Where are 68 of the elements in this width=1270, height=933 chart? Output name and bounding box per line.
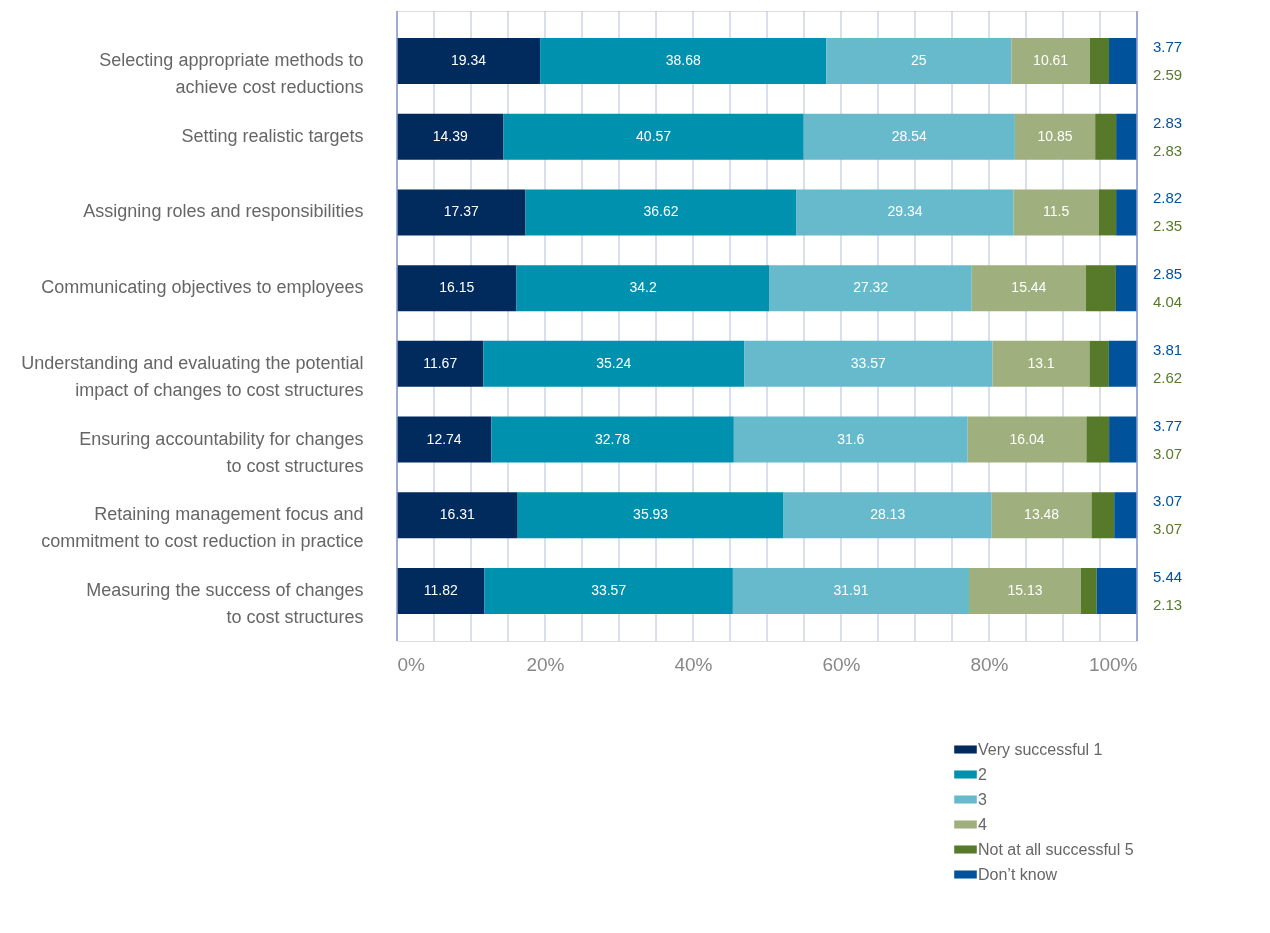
data-label: 38.68 <box>665 51 701 68</box>
y-tick-label: Communicating objectives to employees <box>41 277 364 298</box>
data-label: 10.61 <box>1033 51 1069 68</box>
data-label: 15.13 <box>1007 582 1043 599</box>
data-label: 33.57 <box>850 354 887 371</box>
data-label: 25 <box>911 51 927 68</box>
data-label: 19.34 <box>451 51 487 68</box>
y-tick-label: Understanding and evaluating the potential impact of changes to cost structures <box>21 352 364 400</box>
data-label: 16.31 <box>439 506 476 523</box>
data-label: 2.13 <box>1153 596 1183 614</box>
data-label: 3.77 <box>1153 37 1183 55</box>
data-label: 16.04 <box>1009 430 1045 447</box>
y-tick-label: Retaining management focus and commitment to cost reduction in practice <box>41 504 364 552</box>
data-label: 31.6 <box>837 430 865 447</box>
data-label: 10.85 <box>1037 127 1073 144</box>
y-tick-label: Setting realistic targets <box>181 125 364 146</box>
data-label: 3.07 <box>1153 520 1183 538</box>
data-label: 2.83 <box>1153 113 1183 131</box>
data-label: 17.37 <box>443 203 479 220</box>
data-label: 33.57 <box>591 582 627 599</box>
y-tick-label: Ensuring accountability for changes to cost structures <box>79 428 364 476</box>
legend-label: 2 <box>978 765 987 783</box>
data-label: 2.82 <box>1153 189 1183 207</box>
data-label: 12.74 <box>426 430 462 447</box>
data-label: 27.32 <box>853 279 889 296</box>
data-label: 2.85 <box>1153 265 1183 283</box>
legend-label: 4 <box>978 815 987 833</box>
x-tick-label: 40% <box>674 653 713 675</box>
data-label: 11.5 <box>1043 203 1070 220</box>
legend-label: Not at all successful 5 <box>978 840 1134 858</box>
x-tick-label: 80% <box>970 653 1009 675</box>
data-label: 3.81 <box>1153 340 1183 358</box>
y-tick-label: Assigning roles and responsibilities <box>83 201 364 222</box>
data-label: 2.83 <box>1153 141 1183 159</box>
data-label: 14.39 <box>432 127 468 144</box>
data-label: 15.44 <box>1011 279 1047 296</box>
y-tick-label: Measuring the success of changes to cost structures <box>86 580 364 628</box>
data-label: 36.62 <box>643 203 679 220</box>
data-label: 11.67 <box>423 354 458 371</box>
x-tick-label: 20% <box>526 653 565 675</box>
data-label: 2.35 <box>1153 217 1183 235</box>
data-label: 13.48 <box>1024 506 1060 523</box>
data-label: 2.59 <box>1153 65 1183 83</box>
x-tick-label: 100% <box>1088 653 1138 675</box>
data-label: 32.78 <box>595 430 631 447</box>
data-label: 40.57 <box>636 127 672 144</box>
data-label: 3.77 <box>1153 416 1183 434</box>
data-label: 28.13 <box>870 506 906 523</box>
data-label: 5.44 <box>1153 568 1183 586</box>
data-label: 35.24 <box>596 354 632 371</box>
data-label: 29.34 <box>887 203 923 220</box>
legend-label: 3 <box>978 790 987 808</box>
x-tick-label: 0% <box>397 653 426 675</box>
data-label: 34.2 <box>629 279 657 296</box>
data-label: 35.93 <box>633 506 669 523</box>
legend-label: Very successful 1 <box>978 740 1103 758</box>
data-label: 4.04 <box>1153 293 1183 311</box>
data-label: 11.82 <box>423 582 458 599</box>
data-label: 16.15 <box>439 279 475 296</box>
data-label: 3.07 <box>1153 492 1183 510</box>
legend-label: Don’t know <box>978 865 1058 883</box>
data-label: 13.1 <box>1027 354 1055 371</box>
data-label: 2.62 <box>1153 368 1183 386</box>
data-label: 28.54 <box>891 127 928 144</box>
x-tick-label: 60% <box>822 653 861 675</box>
y-tick-label: Selecting appropriate methods to achieve cost reductions <box>99 49 364 97</box>
data-label: 31.91 <box>833 582 869 599</box>
data-label: 3.07 <box>1153 444 1183 462</box>
